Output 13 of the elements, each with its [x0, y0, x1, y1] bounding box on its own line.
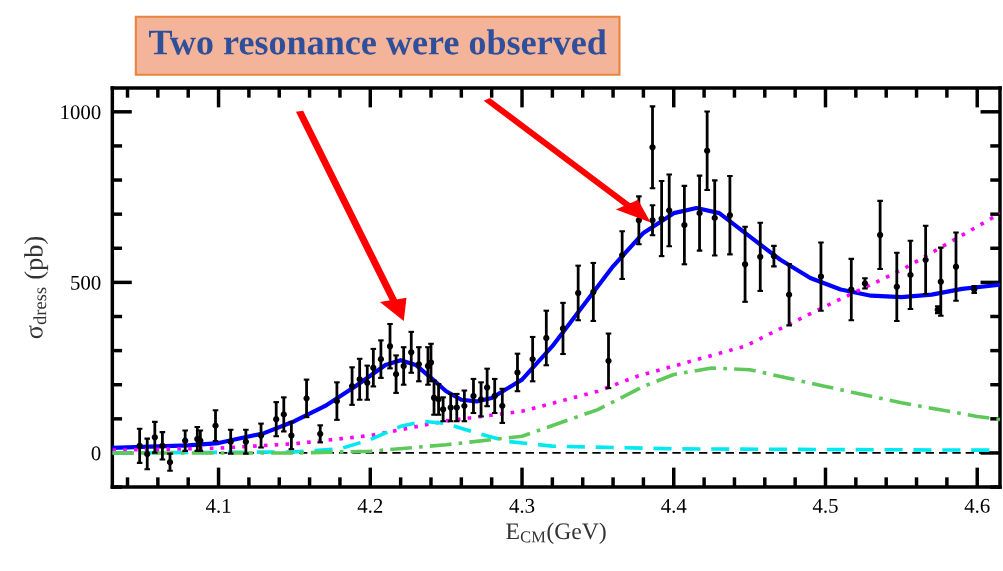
y-tick-label: 0	[91, 446, 101, 461]
y-axis-title: σ$_{dress}$ (pb)	[24, 236, 49, 339]
x-tick-label: 4.2	[357, 498, 383, 513]
line-series	[112, 366, 1000, 455]
x-tick-label: 4.4	[661, 498, 687, 513]
x-tick-label: 4.5	[812, 498, 838, 513]
x-tick-label: 4.1	[205, 498, 231, 513]
y-tick-label: 1000	[61, 105, 101, 120]
x-axis-title: E$_{CM}$(GeV)	[506, 522, 606, 545]
chart-title: Two resonance were observed	[149, 29, 607, 55]
x-tick-label: 4.3	[509, 498, 535, 513]
y-tick-label: 500	[71, 275, 101, 290]
x-tick-label: 4.6	[964, 498, 990, 513]
